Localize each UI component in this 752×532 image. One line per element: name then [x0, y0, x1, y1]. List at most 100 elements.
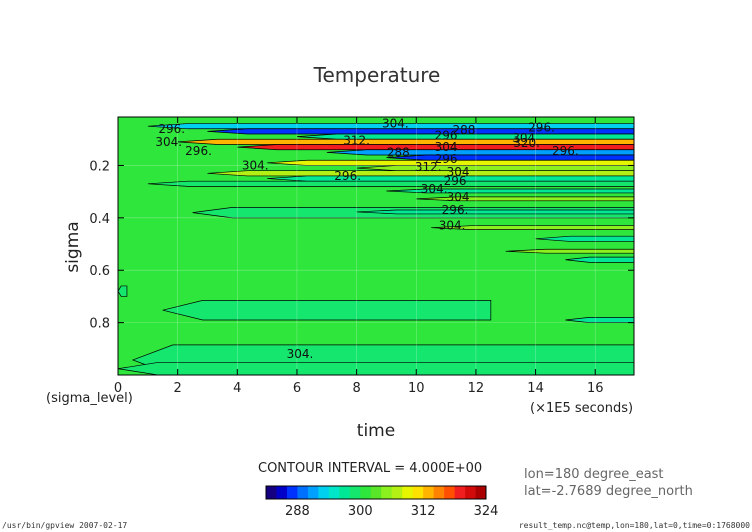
colorbar-swatch [454, 486, 466, 499]
contour-band [356, 209, 634, 215]
contour-band [207, 128, 634, 135]
colorbar-tick-label: 300 [348, 504, 373, 519]
colorbar-swatch [328, 486, 340, 499]
contour-band [535, 235, 634, 242]
contour-label: 296 [435, 128, 458, 142]
contour-band [177, 138, 634, 145]
contour-band [326, 149, 634, 156]
contour-label: 304 [435, 140, 458, 154]
sigma-level-label: (sigma_level) [46, 391, 133, 406]
x-tick-label: 12 [468, 381, 485, 396]
contour-band [386, 154, 634, 161]
contour-label: 296 [435, 152, 458, 166]
contour-label: 296. [442, 203, 469, 217]
contour-label: 288 [453, 123, 476, 137]
contour-band [118, 285, 128, 297]
x-tick-label: 16 [587, 381, 604, 396]
contour-interval-text: CONTOUR INTERVAL = 4.000E+00 [258, 461, 482, 476]
contour-label: 304. [382, 117, 409, 131]
contour-band [267, 159, 634, 166]
contour-band [267, 175, 634, 182]
colorbar-tick-label: 312 [411, 504, 436, 519]
contour-band [237, 144, 634, 151]
colorbar-swatch [475, 486, 487, 499]
colorbar-swatch [465, 486, 476, 499]
contour-band [565, 256, 634, 263]
contour-band [147, 180, 634, 187]
contour-band [207, 170, 634, 177]
x-axis: 0 2 4 6 8 10 12 14 16 [114, 117, 604, 396]
contour-band [416, 196, 634, 202]
contour-label: 304 [512, 131, 535, 145]
x-tick-label: 14 [527, 381, 544, 396]
contour-label: 312. [415, 160, 442, 174]
colorbar-swatch [402, 486, 413, 499]
footer-left: /usr/bin/gpview 2007-02-17 [2, 521, 127, 530]
colorbar-swatch [318, 486, 330, 499]
x-tick-label: 10 [408, 381, 425, 396]
chart-title: Temperature [313, 63, 441, 87]
colorbar-swatch [276, 486, 288, 499]
colorbar-swatch [370, 486, 382, 499]
x-tick-label: 0 [114, 381, 122, 396]
colorbar: 288 300 312 324 [265, 485, 499, 519]
y-tick-label: 0.4 [89, 212, 110, 227]
colorbar-swatch [286, 486, 298, 499]
contour-label: 304 [447, 190, 470, 204]
lon-info: lon=180 degree_east [524, 467, 664, 482]
colorbar-swatch [412, 486, 424, 499]
colorbar-swatch [307, 486, 319, 499]
contour-band [296, 133, 634, 140]
colorbar-tick-label: 288 [285, 504, 310, 519]
contour-label: 304. [439, 219, 466, 233]
contour-band [431, 225, 634, 230]
contour-label: 296. [158, 122, 185, 136]
lat-info: lat=-2.7689 degree_north [524, 484, 693, 499]
colorbar-swatch [266, 486, 277, 499]
contour-label: 320. [513, 136, 540, 150]
contour-label: 304. [242, 158, 269, 172]
contour-label: 296. [185, 144, 212, 158]
contour-label: 296. [334, 169, 361, 183]
colorbar-swatch [297, 486, 309, 499]
contour-label: 304 [447, 165, 470, 179]
x-unit-label: (×1E5 seconds) [530, 401, 633, 416]
contour-band [386, 188, 634, 194]
y-axis: 0.2 0.4 0.6 0.8 [89, 159, 634, 332]
contour-label: 288 [387, 145, 410, 159]
contour-band [147, 123, 634, 130]
footer-right: result_temp.nc@temp,lon=180,lat=0,time=0… [519, 521, 750, 530]
x-tick-label: 4 [233, 381, 241, 396]
contour-label: 296. [528, 120, 555, 134]
contour-band [565, 317, 634, 323]
contour-band [118, 362, 634, 375]
colorbar-swatch [381, 486, 393, 499]
colorbar-tick-label: 324 [474, 504, 499, 519]
colorbar-swatch [339, 486, 351, 499]
y-tick-label: 0.8 [89, 317, 110, 332]
y-tick-label: 0.6 [89, 264, 110, 279]
contour-label: 304. [287, 347, 314, 361]
plot-frame [117, 116, 635, 376]
contour-label: 304. [421, 182, 448, 196]
contour-label: 304. [155, 135, 182, 149]
contour-band [505, 248, 634, 254]
contour-label: 296. [552, 144, 579, 158]
y-tick-label: 0.2 [89, 159, 110, 174]
colorbar-swatch [444, 486, 455, 499]
x-tick-label: 6 [293, 381, 301, 396]
x-axis-label: time [357, 421, 395, 441]
colorbar-swatch [391, 486, 403, 499]
contour-band [162, 300, 492, 321]
contour-label: 296 [444, 174, 467, 188]
contour-label: 312. [343, 134, 370, 148]
colorbar-frame [265, 485, 487, 500]
contour-band [356, 165, 634, 172]
colorbar-swatch [433, 486, 445, 499]
x-tick-label: 2 [174, 381, 182, 396]
x-tick-label: 8 [352, 381, 360, 396]
y-axis-label: sigma [63, 221, 83, 272]
colorbar-swatch [423, 486, 434, 499]
